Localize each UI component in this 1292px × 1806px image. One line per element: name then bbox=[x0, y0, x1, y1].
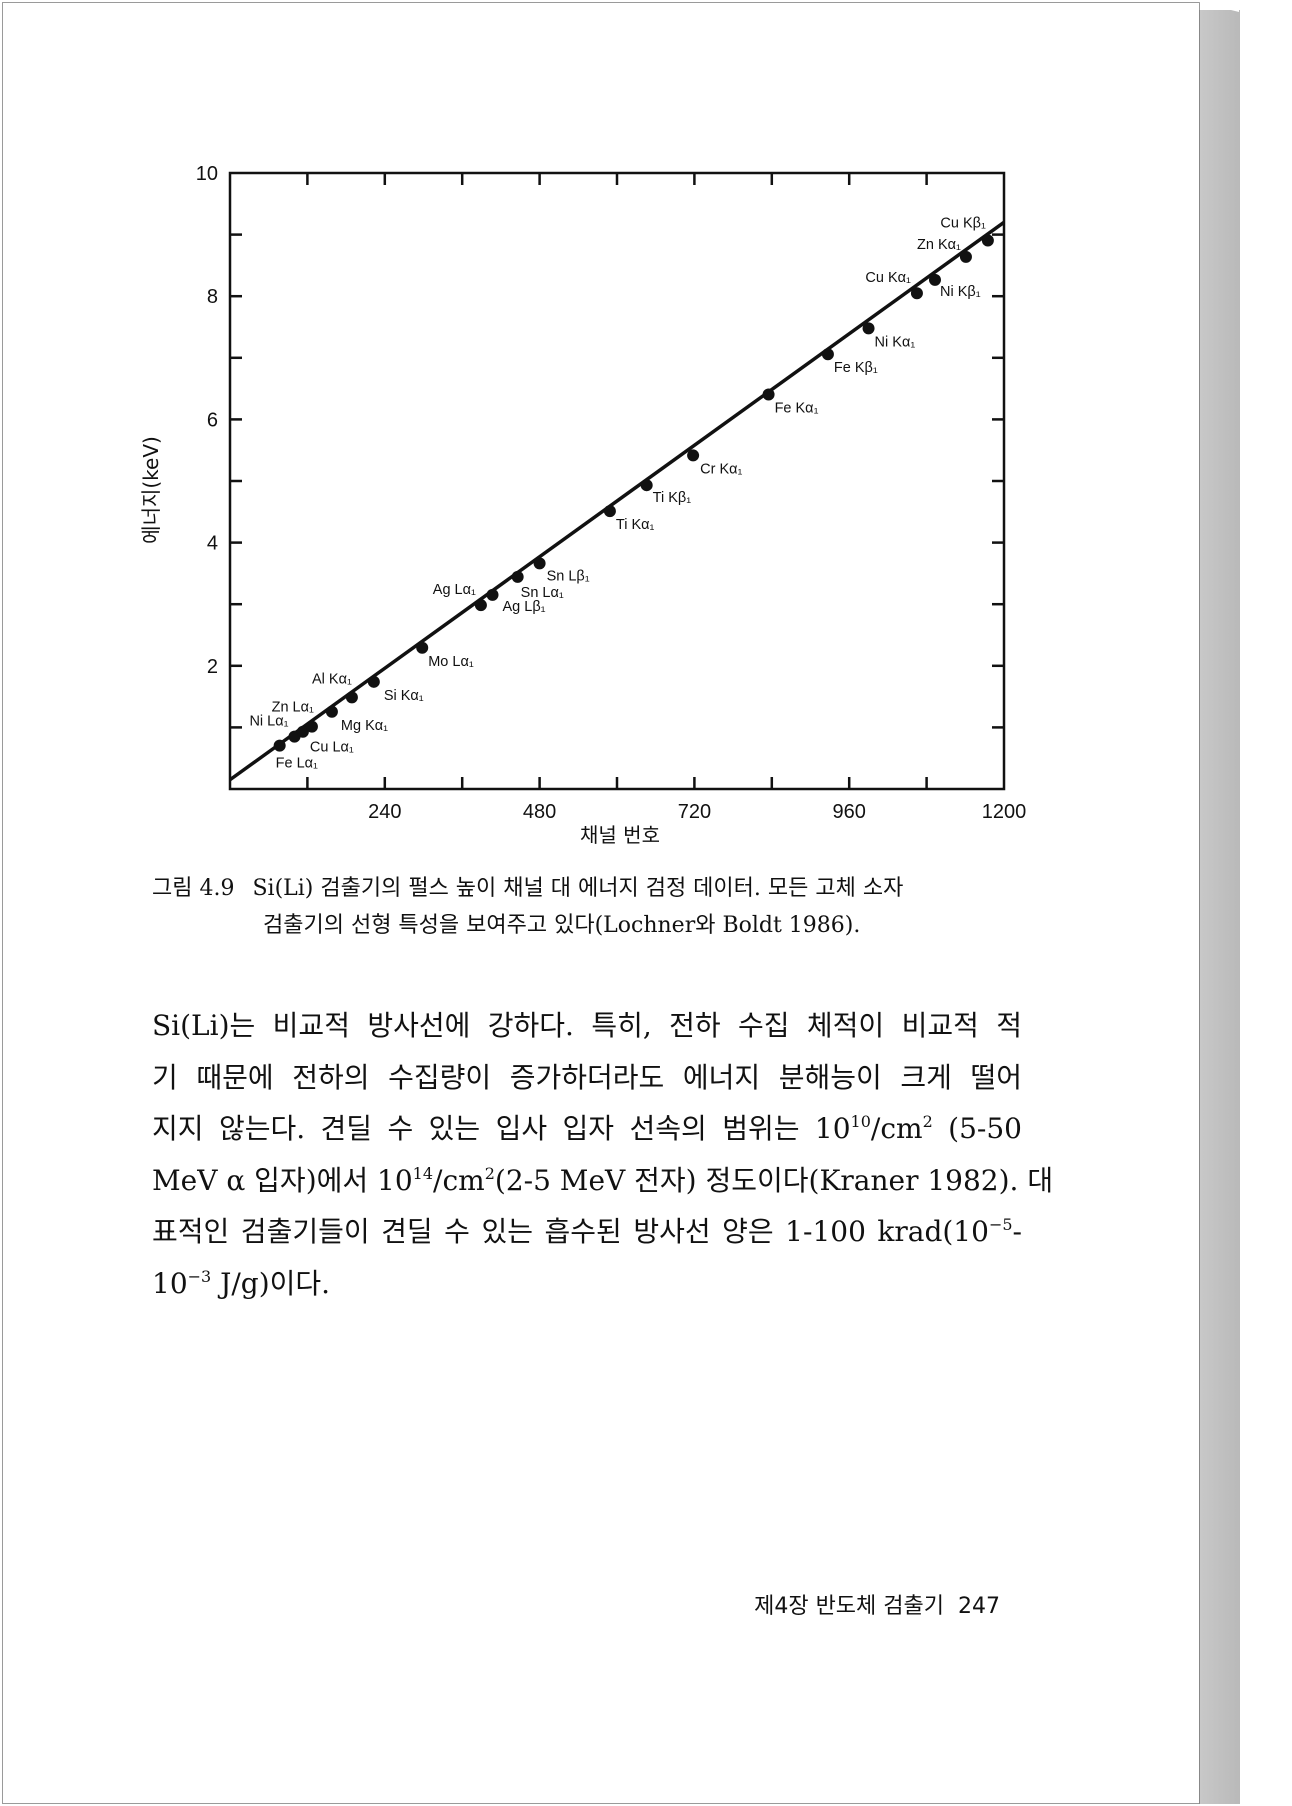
data-point bbox=[762, 388, 775, 401]
data-point bbox=[511, 570, 524, 583]
data-point bbox=[821, 348, 834, 361]
x-tick-label: 960 bbox=[833, 801, 866, 823]
book-page bbox=[2, 2, 1200, 1804]
data-point-label: Ni Kβ₁ bbox=[940, 284, 981, 300]
data-point bbox=[959, 250, 972, 263]
page-footer: 제4장 반도체 검출기 247 bbox=[754, 1588, 1000, 1620]
data-point-label: Sn Lβ₁ bbox=[547, 568, 590, 584]
body-paragraph: Si(Li)는 비교적 방사선에 강하다. 특히, 전하 수집 체적이 비교적 … bbox=[152, 1000, 1053, 1310]
data-point-label: Ni Kα₁ bbox=[875, 334, 916, 350]
caption-line-1: Si(Li) 검출기의 펄스 높이 채널 대 에너지 검정 데이터. 모든 고체… bbox=[252, 876, 904, 901]
page-edge-corner bbox=[1199, 2, 1239, 12]
body-line: Si(Li)는 비교적 방사선에 강하다. 특히, 전하 수집 체적이 비교적 … bbox=[152, 1000, 1022, 1052]
text-run: 지지 않는다. 견딜 수 있는 입사 입자 선속의 범위는 10 bbox=[152, 1112, 851, 1145]
superscript: −5 bbox=[988, 1215, 1013, 1234]
body-line: MeV α 입자)에서 1014/cm2(2-5 MeV 전자) 정도이다(Kr… bbox=[152, 1155, 1053, 1207]
data-point bbox=[533, 557, 546, 570]
superscript: 10 bbox=[850, 1112, 871, 1131]
caption-line-2: 검출기의 선형 특성을 보여주고 있다(Lochner와 Boldt 1986)… bbox=[263, 913, 861, 938]
data-point bbox=[296, 725, 309, 738]
chapter-title: 제4장 반도체 검출기 bbox=[754, 1594, 944, 1619]
y-tick-label: 6 bbox=[207, 409, 218, 431]
data-point bbox=[687, 449, 700, 462]
superscript: 14 bbox=[412, 1163, 434, 1183]
body-line: 표적인 검출기들이 견딜 수 있는 흡수된 방사선 양은 1-100 krad(… bbox=[152, 1206, 1022, 1258]
page-edge bbox=[1199, 10, 1240, 1804]
data-point bbox=[474, 599, 487, 612]
y-tick-label: 2 bbox=[207, 656, 218, 678]
data-point-label: Cu Lα₁ bbox=[310, 740, 354, 756]
data-point bbox=[981, 234, 994, 247]
calibration-chart: 240 480 720 960 1200 2 4 6 8 10 Fe Lα₁ Ni Lα₁ Cu Lα… bbox=[139, 163, 1027, 847]
x-tick-label: 480 bbox=[523, 801, 556, 823]
text-run: 표적인 검출기들이 견딜 수 있는 흡수된 방사선 양은 1-100 krad(… bbox=[152, 1215, 989, 1248]
figure-caption: 그림 4.9 Si(Li) 검출기의 펄스 높이 채널 대 에너지 검정 데이터.… bbox=[152, 870, 1027, 944]
data-point-label: Ti Kα₁ bbox=[616, 517, 655, 533]
data-point-label: Zn Kα₁ bbox=[917, 237, 961, 253]
data-point-label: Mg Kα₁ bbox=[341, 718, 388, 734]
data-point bbox=[416, 641, 429, 654]
body-line: 10−3 J/g)이다. bbox=[152, 1258, 1022, 1310]
body-line: 기 때문에 전하의 수집량이 증가하더라도 에너지 분해능이 크게 떨어 bbox=[152, 1052, 1022, 1104]
text-run: MeV α 입자)에서 10 bbox=[152, 1163, 413, 1197]
data-point-label: Fe Kα₁ bbox=[775, 401, 819, 417]
data-point-label: Cu Kβ₁ bbox=[940, 215, 986, 231]
x-axis-title: 채널 번호 bbox=[580, 823, 660, 847]
data-point bbox=[345, 691, 358, 704]
superscript: 2 bbox=[484, 1163, 495, 1183]
data-point-label: Fe Kβ₁ bbox=[834, 360, 878, 376]
text-run: /cm bbox=[870, 1112, 923, 1145]
figure-number: 그림 4.9 bbox=[152, 876, 235, 901]
data-point bbox=[273, 739, 286, 752]
text-run: /cm bbox=[433, 1163, 485, 1197]
data-point bbox=[862, 322, 875, 335]
chart-marks: Fe Lα₁ Ni Lα₁ Cu Lα₁ Zn Lα₁ Mg Kα₁ Al Kα₁ Si K… bbox=[228, 215, 1006, 782]
data-point bbox=[910, 287, 923, 300]
y-axis-title: 에너지(keV) bbox=[139, 436, 163, 544]
data-point-label: Ni Lα₁ bbox=[249, 714, 288, 730]
data-point bbox=[928, 273, 941, 286]
data-point-label: Ag Lα₁ bbox=[433, 582, 476, 598]
y-tick-label: 10 bbox=[196, 163, 218, 185]
y-tick-label: 8 bbox=[207, 286, 218, 308]
data-point-label: Ag Lβ₁ bbox=[503, 599, 546, 615]
data-point-label: Si Kα₁ bbox=[384, 688, 424, 704]
text-run: (2-5 MeV 전자) 정도이다(Kraner 1982). 대 bbox=[494, 1163, 1054, 1197]
data-point bbox=[325, 705, 338, 718]
data-point bbox=[603, 505, 616, 518]
data-point-label: Ti Kβ₁ bbox=[653, 490, 692, 506]
text-run: 10 bbox=[152, 1266, 188, 1300]
data-point bbox=[486, 588, 499, 601]
data-point bbox=[305, 720, 318, 733]
chart-axes: 240 480 720 960 1200 2 4 6 8 10 bbox=[196, 163, 1027, 823]
text-run: Si(Li)는 비교적 방사선에 강하다. 특히, 전하 수집 체적이 비교적 … bbox=[152, 1009, 1022, 1042]
body-line: 지지 않는다. 견딜 수 있는 입사 입자 선속의 범위는 1010/cm2 (… bbox=[152, 1103, 1022, 1155]
superscript: 2 bbox=[922, 1112, 933, 1131]
x-tick-label: 240 bbox=[368, 801, 401, 823]
text-run: J/g)이다. bbox=[211, 1266, 331, 1300]
x-tick-label: 720 bbox=[678, 801, 711, 823]
data-point-label: Mo Lα₁ bbox=[428, 654, 474, 670]
data-point-label: Zn Lα₁ bbox=[272, 700, 314, 716]
page-number: 247 bbox=[958, 1594, 1000, 1619]
text-run: 기 때문에 전하의 수집량이 증가하더라도 에너지 분해능이 크게 떨어 bbox=[152, 1060, 1022, 1094]
calibration-fit-line bbox=[228, 220, 1006, 782]
data-point-label: Cr Kα₁ bbox=[700, 461, 742, 477]
data-point-label: Sn Lα₁ bbox=[521, 585, 564, 601]
data-point-label: Al Kα₁ bbox=[312, 671, 352, 687]
data-point-label: Cu Kα₁ bbox=[865, 270, 911, 286]
x-tick-label: 1200 bbox=[982, 801, 1027, 823]
text-run: - bbox=[1012, 1215, 1022, 1248]
y-tick-label: 4 bbox=[207, 533, 218, 555]
data-point-label: Fe Lα₁ bbox=[276, 756, 318, 772]
data-point bbox=[640, 479, 653, 492]
text-run: (5-50 bbox=[932, 1112, 1022, 1145]
data-point bbox=[367, 675, 380, 688]
superscript: −3 bbox=[187, 1266, 212, 1286]
